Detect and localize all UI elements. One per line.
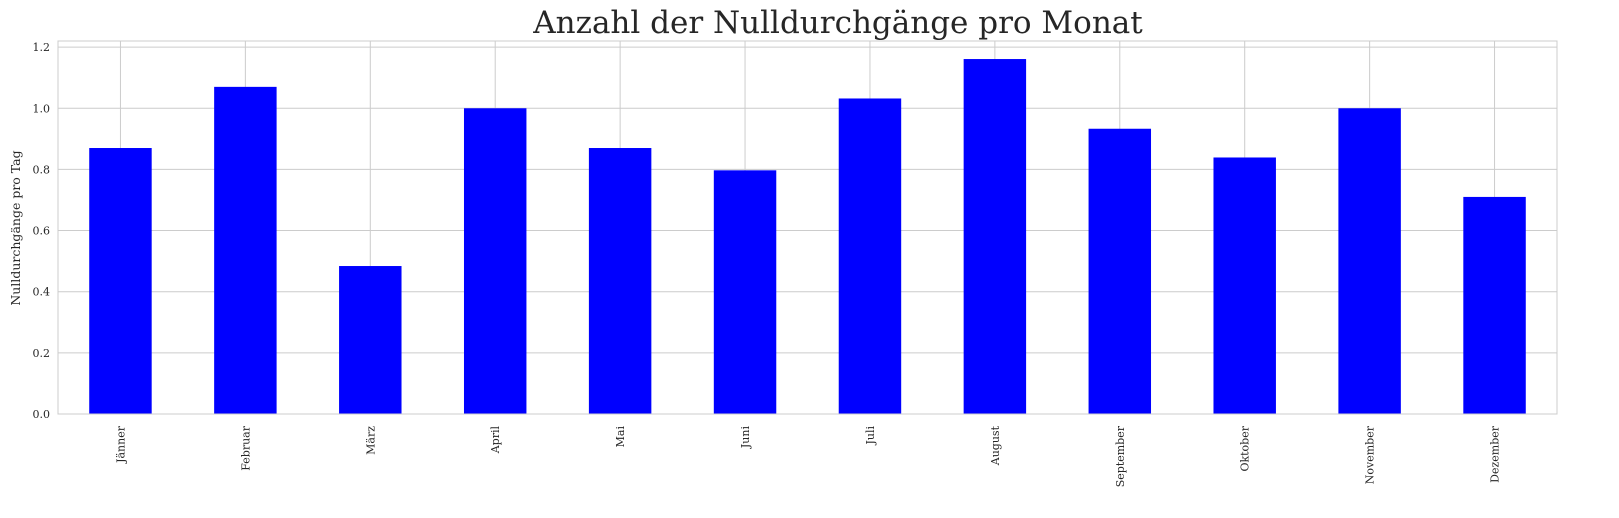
y-tick-label: 0.0 bbox=[33, 408, 51, 421]
bar-mai bbox=[588, 148, 652, 415]
x-tick-labels: Jänner Februar März April Mai Juni Juli August S… bbox=[114, 425, 1501, 487]
y-tick-labels: 0.0 0.2 0.4 0.6 0.8 1.0 1.2 bbox=[33, 41, 51, 421]
y-tick-label: 0.2 bbox=[33, 347, 51, 360]
x-tick-label: August bbox=[989, 425, 1002, 466]
y-tick-label: 0.4 bbox=[33, 286, 51, 299]
bars bbox=[89, 59, 1526, 415]
x-tick-label: September bbox=[1114, 425, 1127, 487]
y-tick-label: 0.8 bbox=[33, 163, 51, 176]
bar-april bbox=[463, 108, 527, 414]
y-tick-label: 1.2 bbox=[33, 41, 51, 54]
bar-september bbox=[1088, 128, 1152, 415]
y-tick-label: 1.0 bbox=[33, 102, 51, 115]
bar-august bbox=[963, 59, 1027, 415]
y-tick-label: 0.6 bbox=[33, 225, 51, 238]
bar-dezember bbox=[1463, 196, 1526, 414]
x-tick-label: Februar bbox=[239, 425, 252, 470]
x-tick-label: Jänner bbox=[114, 425, 127, 464]
bar-februar bbox=[214, 86, 277, 414]
grid-lines bbox=[58, 41, 1557, 415]
x-tick-label: Dezember bbox=[1489, 425, 1502, 483]
x-tick-label: Mai bbox=[614, 426, 627, 448]
plot-frame bbox=[57, 40, 1558, 415]
x-tick-label: Juni bbox=[739, 426, 752, 450]
bar-november bbox=[1338, 108, 1401, 414]
bar-juni bbox=[713, 170, 777, 414]
bar-oktober bbox=[1213, 157, 1276, 414]
bar-märz bbox=[339, 266, 402, 414]
x-tick-label: März bbox=[364, 426, 377, 455]
bar-jänner bbox=[89, 148, 152, 415]
y-axis-label: Nulldurchgänge pro Tag bbox=[8, 150, 23, 305]
x-tick-label: November bbox=[1364, 425, 1377, 484]
x-tick-label: April bbox=[489, 426, 502, 455]
bar-juli bbox=[838, 98, 902, 414]
chart-title: Anzahl der Nulldurchgänge pro Monat bbox=[532, 5, 1143, 41]
x-tick-label: Oktober bbox=[1239, 425, 1252, 471]
x-tick-label: Juli bbox=[864, 426, 877, 446]
